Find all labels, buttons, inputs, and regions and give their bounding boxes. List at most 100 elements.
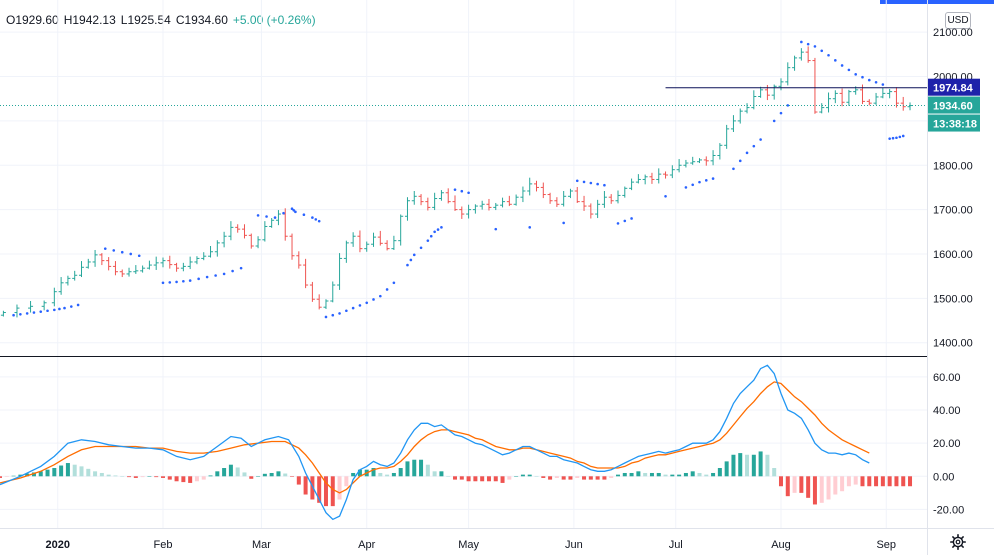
ohlc-bar <box>785 62 791 86</box>
sar-dot <box>314 218 318 221</box>
sar-dot <box>745 151 749 155</box>
sar-dot <box>874 81 878 84</box>
sar-dot <box>25 312 29 315</box>
histogram-bar <box>330 476 335 507</box>
histogram-bar <box>568 476 573 480</box>
histogram-bar <box>514 476 519 477</box>
histogram-bar <box>140 476 145 478</box>
price-tick-label: 1700.00 <box>933 205 973 217</box>
ohlc-bar <box>880 87 886 99</box>
sar-dot <box>222 272 226 276</box>
ohlc-bar <box>554 197 560 207</box>
sar-dot <box>294 210 297 214</box>
histogram-bar <box>622 472 627 477</box>
price-tick-label: 1600.00 <box>933 249 973 261</box>
histogram-bar <box>575 476 580 478</box>
sar-dot <box>292 208 296 212</box>
histogram-bar <box>500 476 505 483</box>
histogram-bar <box>853 476 858 485</box>
ohlc-bar <box>669 165 675 179</box>
header-accent <box>880 0 994 4</box>
macd-histogram <box>0 451 913 507</box>
ohlc-bar <box>819 103 825 114</box>
histogram-bar <box>385 474 390 477</box>
ohlc-bar <box>235 224 241 233</box>
ohlc-bar <box>364 241 370 252</box>
sar-dot <box>453 188 457 191</box>
sar-dot <box>256 214 260 217</box>
sar-dot <box>53 308 56 312</box>
ohlc-bar <box>466 204 472 219</box>
price-tick-label: 1400.00 <box>933 338 973 350</box>
horizontal-line-price-tag-text: 1974.84 <box>933 83 974 95</box>
histogram-bar <box>520 474 525 477</box>
histogram-bar <box>113 475 118 477</box>
ohlc-bar <box>445 188 451 204</box>
price-tick-label: 2100.00 <box>933 27 973 39</box>
sar-dot <box>827 53 830 57</box>
ohlc-bar <box>384 240 390 251</box>
histogram-bar <box>59 465 64 477</box>
sar-dot <box>311 216 314 219</box>
time-tick-label: Mar <box>252 539 271 551</box>
sar-dot <box>881 83 885 86</box>
histogram-bar <box>79 466 84 477</box>
histogram-bar <box>357 469 362 477</box>
sar-dot <box>840 64 844 67</box>
time-tick-label: Feb <box>154 539 173 551</box>
ohlc-bar <box>133 265 139 274</box>
sar-dot <box>182 279 185 283</box>
histogram-bar <box>323 476 328 507</box>
ohlc-bar <box>452 195 458 211</box>
ohlc-bar <box>900 96 906 111</box>
sar-dot <box>834 59 837 62</box>
sar-dot <box>379 294 382 298</box>
ohlc-bar <box>642 174 648 185</box>
histogram-bar <box>697 472 702 477</box>
sar-dot <box>103 247 107 250</box>
histogram-bar <box>738 453 743 477</box>
histogram-bar <box>86 468 91 477</box>
histogram-bar <box>616 474 620 477</box>
time-tick-label: Jun <box>565 539 583 551</box>
ohlc-bar <box>826 92 832 113</box>
sar-dot <box>392 281 396 285</box>
chart-settings-button[interactable] <box>947 532 969 552</box>
sar-dot <box>847 68 851 72</box>
ohlc-bar <box>14 304 20 318</box>
histogram-bar <box>391 472 396 477</box>
histogram-bar <box>799 476 804 493</box>
ohlc-bar <box>676 159 682 173</box>
time-tick-label: Sep <box>876 539 896 551</box>
ohlc-bar <box>167 255 173 269</box>
last-price-tag: 1934.60 <box>928 96 980 114</box>
histogram-bar <box>351 472 356 477</box>
histogram-bar <box>290 476 295 477</box>
currency-button[interactable]: USD <box>945 12 971 29</box>
time-tick-label: Jul <box>669 539 683 551</box>
ohlc-bar <box>140 265 146 273</box>
sar-dot <box>786 104 790 107</box>
last-price-tag-text: 1934.60 <box>933 101 973 113</box>
sar-dot <box>331 313 335 317</box>
macd-tick-label: 40.00 <box>933 405 961 417</box>
histogram-bar <box>894 476 899 487</box>
ohlc-bar <box>472 204 478 214</box>
sar-dot <box>684 186 688 189</box>
histogram-bar <box>11 475 16 477</box>
histogram-bar <box>296 476 301 485</box>
ohlc-bar <box>180 262 186 272</box>
sar-dot <box>197 277 200 281</box>
sar-dot <box>759 138 762 141</box>
macd-tick-label: 20.00 <box>933 438 961 450</box>
sar-dot <box>175 280 178 284</box>
histogram-bar <box>459 476 464 480</box>
histogram-bar <box>65 463 70 477</box>
histogram-bar <box>99 472 104 477</box>
ohlc-bar <box>112 261 118 276</box>
ohlc-bar <box>581 195 587 211</box>
sar-dot <box>231 269 234 273</box>
histogram-bar <box>554 476 559 478</box>
ohlc-bar <box>540 182 546 199</box>
